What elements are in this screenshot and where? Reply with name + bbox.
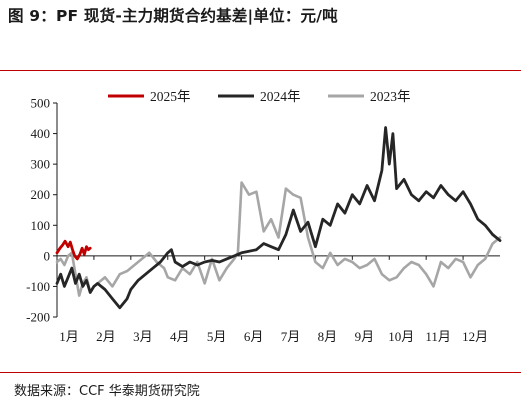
y-tick-label: 100: [31, 218, 51, 233]
x-tick-label: 2月: [96, 329, 116, 344]
y-tick-label: 200: [31, 187, 51, 202]
series-group: [55, 126, 502, 310]
y-tick-label: 300: [31, 157, 51, 172]
figure-title: 图 9：PF 现货-主力期货合约基差|单位：元/吨: [8, 7, 338, 25]
series-line-2025年: [55, 239, 92, 261]
y-tick-label: 500: [31, 96, 51, 111]
bottom-rule: [0, 372, 521, 373]
x-tick-label: 4月: [170, 329, 190, 344]
y-tick-label: 0: [44, 248, 51, 263]
series-line-2023年: [55, 181, 502, 297]
axes-group: -200 -100 0 100 200 300 400 500 1月 2月 3月 4月 5月 6月 7月 8月…: [26, 96, 500, 344]
x-tick-label: 8月: [318, 329, 338, 344]
x-tick-label: 12月: [462, 329, 488, 344]
x-tick-label: 1月: [59, 329, 79, 344]
data-source-note: 数据来源：CCF 华泰期货研究院: [14, 384, 200, 399]
x-tick-label: 3月: [133, 329, 153, 344]
legend: 2025年 2024年 2023年: [108, 89, 411, 104]
y-tick-label: -200: [26, 310, 50, 325]
legend-label-2023年: 2023年: [370, 89, 411, 104]
x-tick-label: 11月: [425, 329, 451, 344]
x-tick-label: 5月: [207, 329, 227, 344]
legend-label-2024年: 2024年: [260, 89, 301, 104]
series-line-2024年: [55, 126, 502, 310]
y-tick-label: -100: [26, 279, 50, 294]
x-tick-label: 6月: [244, 329, 264, 344]
legend-label-2025年: 2025年: [150, 89, 191, 104]
x-tick-label: 9月: [355, 329, 375, 344]
x-tick-label: 7月: [281, 329, 301, 344]
top-rule: [0, 70, 521, 71]
y-tick-label: 400: [31, 126, 51, 141]
x-tick-label: 10月: [388, 329, 414, 344]
